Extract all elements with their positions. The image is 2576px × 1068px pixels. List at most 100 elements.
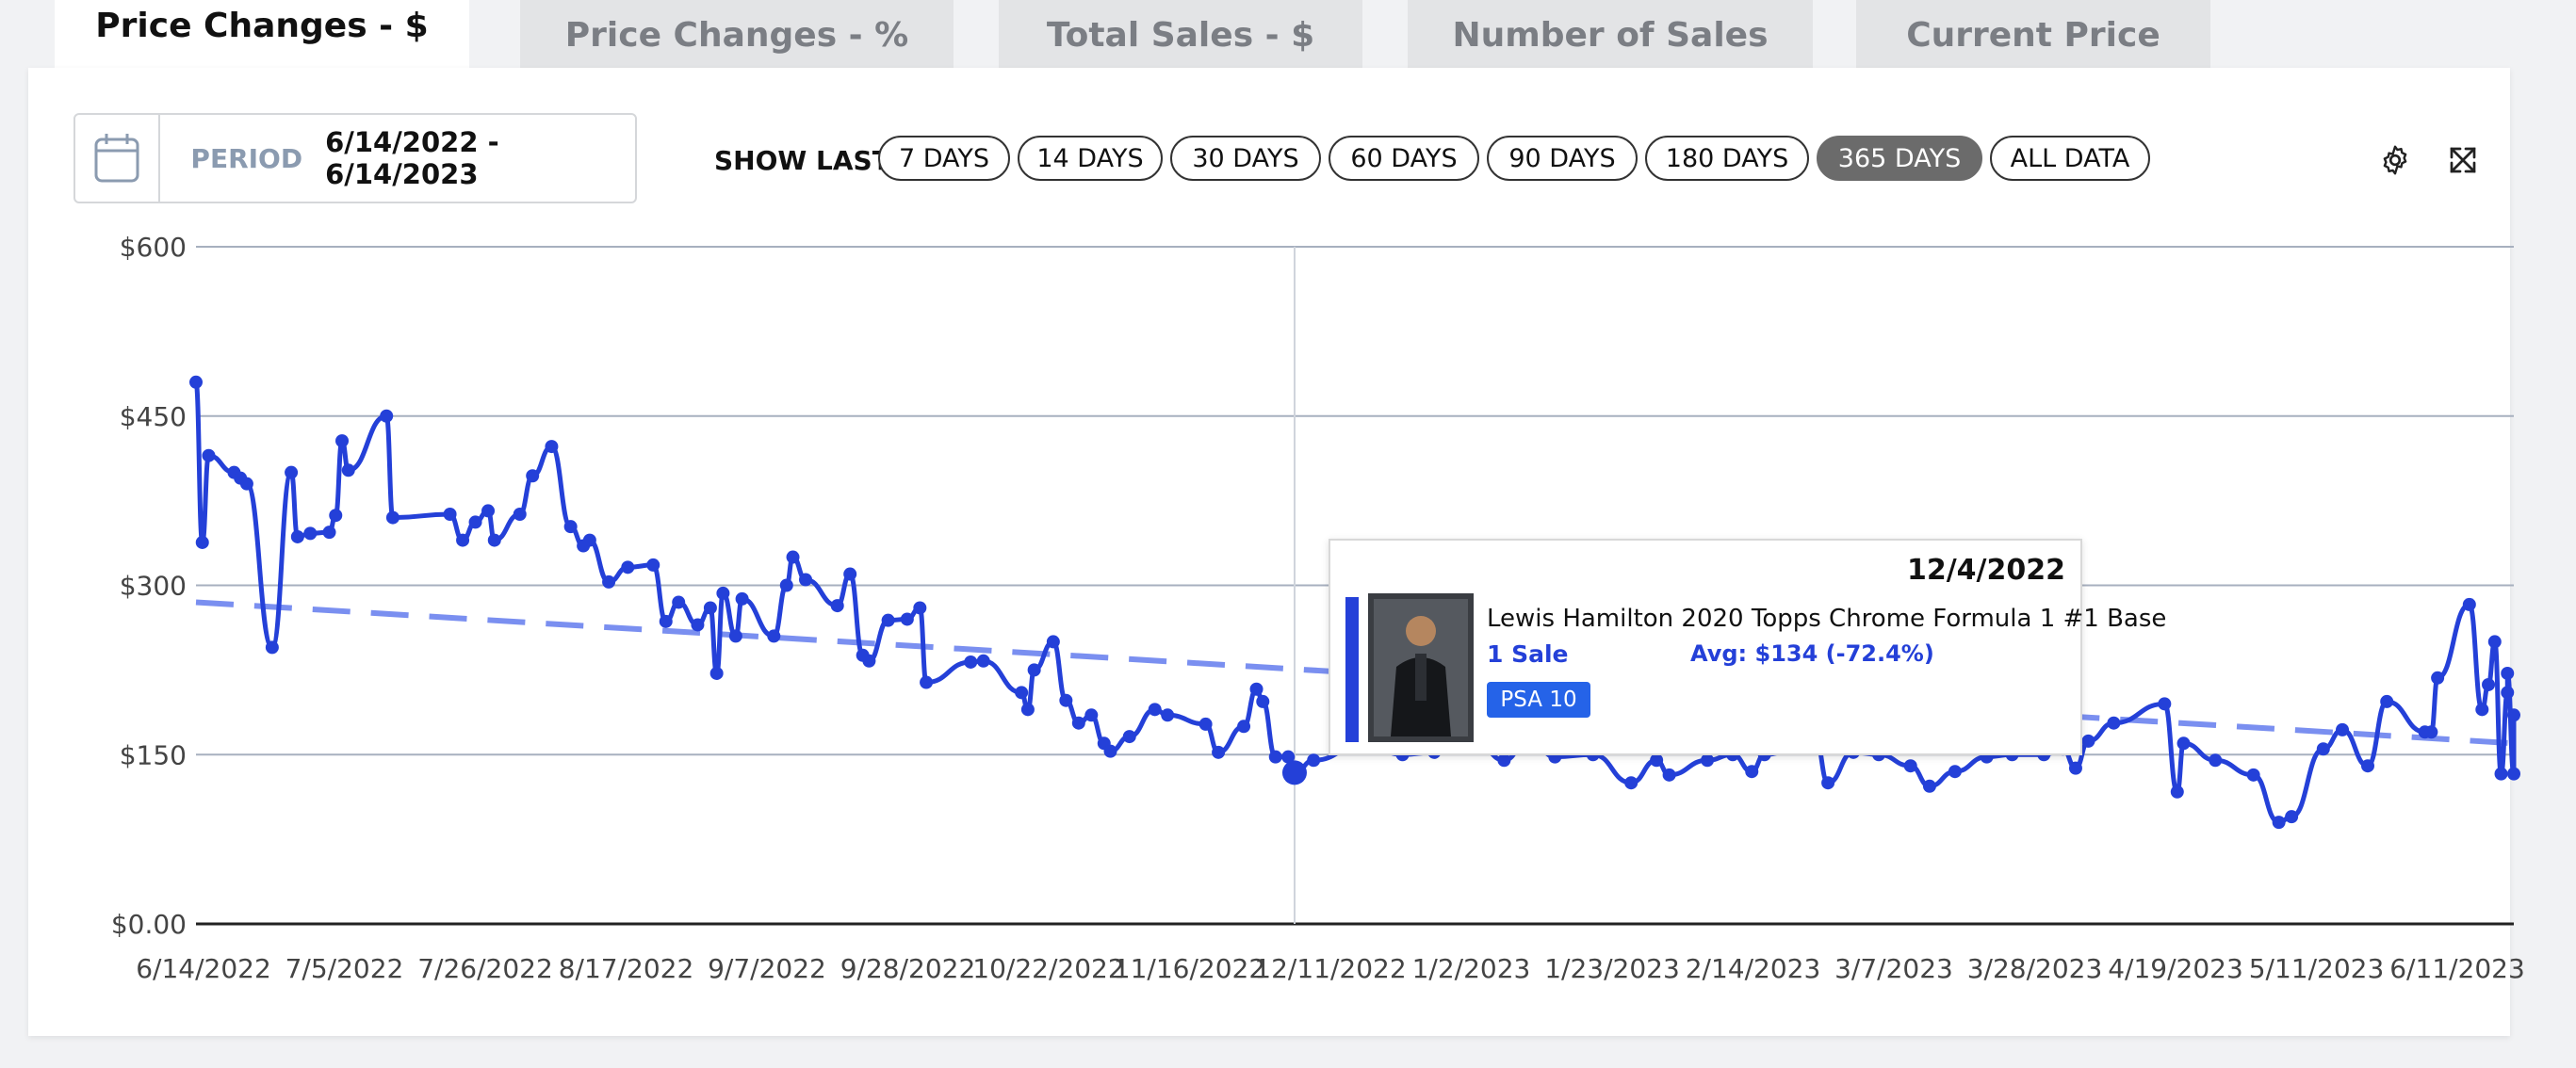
range-180-days-button[interactable]: 180 DAYS (1645, 136, 1809, 181)
range-30-days-button[interactable]: 30 DAYS (1170, 136, 1321, 181)
tab-current-price[interactable]: Current Price (1856, 0, 2210, 70)
data-point (767, 629, 781, 643)
range-7-days-button[interactable]: 7 DAYS (878, 136, 1010, 181)
data-point (1268, 750, 1282, 764)
data-point (563, 520, 578, 534)
data-point (1059, 693, 1073, 707)
tab-price-changes-dollar[interactable]: Price Changes - $ (55, 0, 469, 70)
card-image (1368, 593, 1474, 742)
data-point (2507, 708, 2520, 722)
x-tick-label: 6/11/2023 (2389, 953, 2525, 984)
data-point (385, 510, 399, 525)
range-90-days-button[interactable]: 90 DAYS (1487, 136, 1638, 181)
data-point (329, 509, 343, 523)
data-point (582, 533, 596, 547)
data-point (1497, 753, 1511, 768)
data-point (779, 578, 793, 592)
data-point (2501, 666, 2515, 680)
data-point (799, 573, 813, 587)
y-tick-label: $450 (120, 401, 187, 432)
tab-price-changes-percent[interactable]: Price Changes - % (520, 0, 954, 70)
data-point (1161, 708, 1175, 722)
x-tick-label: 3/7/2023 (1834, 953, 1953, 984)
x-tick-label: 9/7/2022 (708, 953, 826, 984)
tooltip-accent-bar (1345, 597, 1359, 742)
data-point (830, 599, 844, 613)
data-point (843, 567, 857, 581)
data-point (964, 655, 978, 669)
period-label: PERIOD (190, 142, 303, 174)
x-tick-label: 3/28/2023 (1967, 953, 2103, 984)
data-point (1662, 768, 1676, 782)
data-point (1103, 744, 1117, 758)
data-point (2475, 703, 2489, 717)
x-tick-label: 10/22/2022 (972, 953, 1124, 984)
data-point (2380, 694, 2394, 708)
data-point (2158, 697, 2172, 711)
grade-badge: PSA 10 (1487, 682, 1590, 718)
data-point (443, 508, 457, 522)
data-point (2107, 716, 2121, 730)
tab-number-of-sales[interactable]: Number of Sales (1408, 0, 1813, 70)
data-point (189, 375, 203, 389)
tooltip-date: 12/4/2022 (1906, 554, 2065, 587)
data-point (1198, 717, 1213, 731)
data-point (341, 463, 355, 477)
x-tick-label: 2/14/2023 (1686, 953, 1821, 984)
data-point (1015, 686, 1029, 700)
range-60-days-button[interactable]: 60 DAYS (1329, 136, 1479, 181)
data-point (2501, 686, 2515, 700)
tooltip-average: Avg: $134 (-72.4%) (1690, 640, 1934, 667)
data-point (468, 515, 482, 529)
x-tick-label: 11/16/2022 (1114, 953, 1265, 984)
data-point (545, 440, 559, 454)
tooltip-sales-count: 1 Sale (1487, 640, 1569, 668)
range-14-days-button[interactable]: 14 DAYS (1018, 136, 1163, 181)
data-point (456, 533, 470, 547)
data-point (1212, 745, 1226, 759)
data-point (481, 504, 496, 518)
x-tick-label: 1/2/2023 (1412, 953, 1531, 984)
data-point (672, 595, 686, 609)
tab-total-sales[interactable]: Total Sales - $ (999, 0, 1362, 70)
tab-bar: Price Changes - $ Price Changes - % Tota… (0, 0, 2576, 70)
data-point (1821, 776, 1835, 790)
data-point (2336, 722, 2350, 736)
x-tick-label: 9/28/2022 (840, 953, 976, 984)
data-point (2177, 736, 2191, 751)
data-point (976, 654, 990, 668)
calendar-icon[interactable] (75, 115, 161, 202)
x-tick-label: 6/14/2022 (136, 953, 271, 984)
data-point (285, 465, 299, 479)
data-point (920, 675, 934, 689)
data-point (513, 508, 527, 522)
data-point (709, 666, 724, 680)
range-365-days-button[interactable]: 365 DAYS (1817, 136, 1982, 181)
data-point (1256, 694, 1270, 708)
range-all-data-button[interactable]: ALL DATA (1990, 136, 2150, 181)
data-point (2068, 761, 2082, 775)
y-tick-label: $150 (120, 739, 187, 770)
data-point (335, 434, 350, 448)
data-point (1948, 765, 1962, 779)
data-point (1249, 682, 1264, 696)
data-point (265, 640, 279, 655)
data-point (2482, 677, 2496, 691)
data-point (202, 448, 216, 462)
data-point (703, 601, 717, 615)
x-tick-label: 5/11/2023 (2249, 953, 2385, 984)
data-point (862, 654, 876, 668)
data-point (1027, 663, 1041, 677)
data-point (2462, 597, 2476, 611)
gear-icon[interactable] (2378, 143, 2412, 177)
data-point (2487, 635, 2502, 649)
expand-icon[interactable] (2446, 143, 2480, 177)
period-picker[interactable]: PERIOD 6/14/2022 - 6/14/2023 (73, 113, 637, 203)
data-point (691, 618, 705, 632)
data-point (2081, 734, 2095, 748)
data-point (735, 591, 749, 606)
data-point (1046, 635, 1060, 649)
data-point (1071, 716, 1085, 730)
data-point (322, 526, 336, 540)
